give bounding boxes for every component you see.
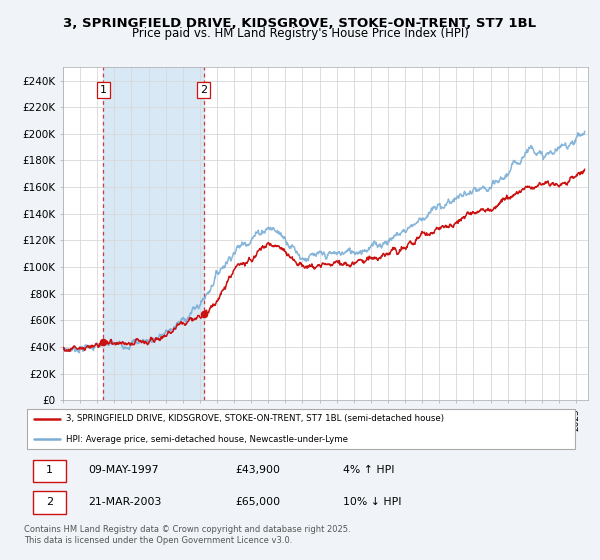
Text: 1: 1 [46,465,53,475]
Text: HPI: Average price, semi-detached house, Newcastle-under-Lyme: HPI: Average price, semi-detached house,… [65,435,347,444]
Text: 10% ↓ HPI: 10% ↓ HPI [343,497,401,507]
Text: Contains HM Land Registry data © Crown copyright and database right 2025.
This d: Contains HM Land Registry data © Crown c… [24,525,350,545]
Text: 3, SPRINGFIELD DRIVE, KIDSGROVE, STOKE-ON-TRENT, ST7 1BL: 3, SPRINGFIELD DRIVE, KIDSGROVE, STOKE-O… [64,17,536,30]
Text: 2: 2 [46,497,53,507]
Text: 2: 2 [200,85,207,95]
Text: 3, SPRINGFIELD DRIVE, KIDSGROVE, STOKE-ON-TRENT, ST7 1BL (semi-detached house): 3, SPRINGFIELD DRIVE, KIDSGROVE, STOKE-O… [65,414,443,423]
Bar [103,67,203,400]
Text: Price paid vs. HM Land Registry's House Price Index (HPI): Price paid vs. HM Land Registry's House … [131,27,469,40]
Text: 21-MAR-2003: 21-MAR-2003 [88,497,161,507]
Text: 1: 1 [100,85,107,95]
FancyBboxPatch shape [34,491,65,514]
Text: £43,900: £43,900 [235,465,280,475]
Text: £65,000: £65,000 [235,497,280,507]
FancyBboxPatch shape [34,460,65,482]
Text: 4% ↑ HPI: 4% ↑ HPI [343,465,395,475]
Text: 09-MAY-1997: 09-MAY-1997 [88,465,158,475]
FancyBboxPatch shape [27,409,575,449]
